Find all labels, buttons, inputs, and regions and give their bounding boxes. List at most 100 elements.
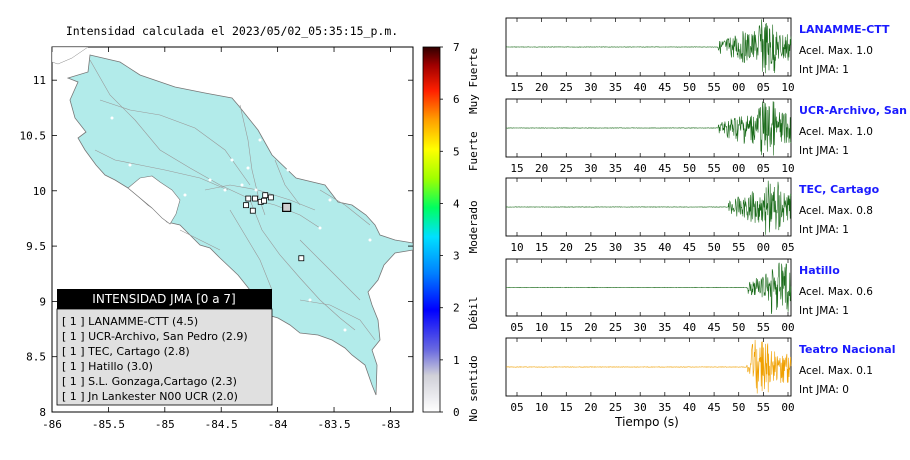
colorbar-category-label: Muy Fuerte xyxy=(467,48,480,114)
trace-x-tick-label: 05 xyxy=(757,162,770,175)
costa-rica-land xyxy=(66,54,413,396)
trace-x-tick-label: 00 xyxy=(732,162,745,175)
trace-x-tick-label: 05 xyxy=(510,401,523,414)
trace-x-tick-label: 20 xyxy=(560,241,573,254)
station-markers xyxy=(243,192,305,262)
waveform-line xyxy=(506,339,792,394)
trace-x-tick-label: 25 xyxy=(560,81,573,94)
trace-info-line: Acel. Max. 1.0 xyxy=(799,126,873,138)
trace-x-tick-label: 55 xyxy=(757,401,770,414)
trace-panel: 15 20 25 30 35 40 45 50 55 00 05 10 UCR-Archivo, San… xyxy=(505,98,910,175)
trace-info-line: Acel. Max. 0.6 xyxy=(799,286,873,298)
trace-x-tick-label: 50 xyxy=(732,401,745,414)
trace-x-tick-label: 00 xyxy=(757,241,770,254)
map-legend: INTENSIDAD JMA [0 a 7] [ 1 ] LANAMME-CTT… xyxy=(56,289,273,406)
intensity-colorbar: 0 1 2 3 4 5 6 7 No sentido Débil Moderado Fuerte Mu… xyxy=(422,41,480,422)
trace-x-tick-label: 00 xyxy=(732,81,745,94)
trace-x-tick-label: 40 xyxy=(683,401,696,414)
trace-x-tick-label: 30 xyxy=(634,401,647,414)
legend-item: [ 1 ] S.L. Gonzaga,Cartago (2.3) xyxy=(62,375,237,388)
trace-station-name: Hatillo xyxy=(799,264,840,277)
station-marker xyxy=(267,194,274,201)
trace-x-tick-label: 45 xyxy=(658,162,671,175)
legend-title: INTENSIDAD JMA [0 a 7] xyxy=(92,292,235,306)
station-marker xyxy=(249,207,256,214)
map-x-tick-label: -84 xyxy=(268,418,288,431)
trace-x-tick-label: 05 xyxy=(781,241,794,254)
trace-info-line: Int JMA: 1 xyxy=(799,64,849,76)
trace-x-tick-label: 30 xyxy=(584,162,597,175)
map-x-tick-label: -85.5 xyxy=(92,418,125,431)
colorbar-tick-label: 5 xyxy=(453,145,460,158)
legend-item: [ 1 ] Hatillo (3.0) xyxy=(62,360,153,373)
waveform-line xyxy=(505,180,792,235)
trace-x-tick-label: 55 xyxy=(707,162,720,175)
map-x-axis: -86 -85.5 -85 -84.5 -84 -83.5 -83 xyxy=(42,47,400,431)
trace-x-tick-label: 25 xyxy=(609,401,622,414)
trace-x-tick-label: 25 xyxy=(560,162,573,175)
legend-item: [ 1 ] Jn Lankester N00 UCR (2.0) xyxy=(62,390,238,403)
trace-x-tick-label: 30 xyxy=(634,321,647,334)
colorbar-category-label: Moderado xyxy=(467,200,480,253)
trace-x-tick-label: 35 xyxy=(658,321,671,334)
lake-nicaragua xyxy=(52,47,89,65)
trace-x-tick-label: 20 xyxy=(535,162,548,175)
trace-x-tick-label: 15 xyxy=(560,401,573,414)
trace-station-name: UCR-Archivo, San Pedro xyxy=(799,104,910,117)
trace-info-line: Acel. Max. 1.0 xyxy=(799,45,873,57)
colorbar-tick-label: 1 xyxy=(453,354,460,367)
colorbar-tick-label: 6 xyxy=(453,93,460,106)
trace-station-name: TEC, Cartago xyxy=(799,183,880,196)
waveform-line xyxy=(505,262,792,315)
trace-x-tick-label: 55 xyxy=(707,81,720,94)
map-y-tick-label: 10.5 xyxy=(20,129,47,142)
trace-x-tick-label: 15 xyxy=(510,162,523,175)
trace-x-tick-label: 35 xyxy=(609,81,622,94)
trace-info-line: Int JMA: 1 xyxy=(799,145,849,157)
legend-item: [ 1 ] TEC, Cartago (2.8) xyxy=(62,345,190,358)
trace-info-line: Int JMA: 1 xyxy=(799,305,849,317)
trace-x-tick-label: 50 xyxy=(683,81,696,94)
trace-panel: 05 10 15 20 25 30 35 40 45 50 55 00 Hatillo Acel. Max… xyxy=(505,258,873,334)
trace-x-tick-label: 35 xyxy=(634,241,647,254)
map-y-tick-label: 10 xyxy=(33,185,46,198)
trace-x-tick-label: 45 xyxy=(707,401,720,414)
colorbar-tick-label: 2 xyxy=(453,302,460,315)
map-y-axis: 11 10.5 10 9.5 9 8.5 8 xyxy=(20,74,413,419)
traces-xlabel: Tiempo (s) xyxy=(614,415,679,429)
map-y-tick-label: 9.5 xyxy=(26,240,46,253)
trace-info-line: Int JMA: 0 xyxy=(799,384,849,396)
trace-panel: 15 20 25 30 35 40 45 50 55 00 05 10 LANAMME-CTT Acel.… xyxy=(505,17,890,94)
trace-x-tick-label: 40 xyxy=(634,162,647,175)
trace-x-tick-label: 25 xyxy=(584,241,597,254)
trace-x-tick-label: 40 xyxy=(634,81,647,94)
legend-item: [ 1 ] UCR-Archivo, San Pedro (2.9) xyxy=(62,330,248,343)
map-y-tick-label: 11 xyxy=(33,74,46,87)
trace-x-tick-label: 15 xyxy=(560,321,573,334)
waveform-line xyxy=(506,101,792,156)
trace-station-name: Teatro Nacional xyxy=(799,343,896,356)
trace-x-tick-label: 15 xyxy=(510,81,523,94)
legend-item: [ 1 ] LANAMME-CTT (4.5) xyxy=(62,315,198,328)
trace-x-tick-label: 10 xyxy=(781,162,794,175)
trace-x-tick-label: 55 xyxy=(732,241,745,254)
seismogram-panels: 15 20 25 30 35 40 45 50 55 00 05 10 LANAMME-CTT Acel.… xyxy=(505,17,910,414)
trace-x-tick-label: 30 xyxy=(584,81,597,94)
station-marker xyxy=(262,192,269,199)
station-marker xyxy=(261,197,267,204)
trace-x-tick-label: 10 xyxy=(510,241,523,254)
trace-station-name: LANAMME-CTT xyxy=(799,23,890,36)
colorbar-tick-label: 7 xyxy=(453,41,460,54)
colorbar-category-label: No sentido xyxy=(467,355,480,421)
trace-x-tick-label: 00 xyxy=(781,321,794,334)
station-marker xyxy=(298,255,305,262)
colorbar-category-label: Débil xyxy=(467,296,480,329)
trace-x-tick-label: 10 xyxy=(535,321,548,334)
trace-x-tick-label: 20 xyxy=(535,81,548,94)
colorbar-tick-label: 3 xyxy=(453,250,460,263)
trace-info-line: Acel. Max. 0.8 xyxy=(799,205,873,217)
trace-info-line: Int JMA: 1 xyxy=(799,224,849,236)
colorbar-tick-label: 0 xyxy=(453,406,460,419)
trace-x-tick-label: 50 xyxy=(732,321,745,334)
